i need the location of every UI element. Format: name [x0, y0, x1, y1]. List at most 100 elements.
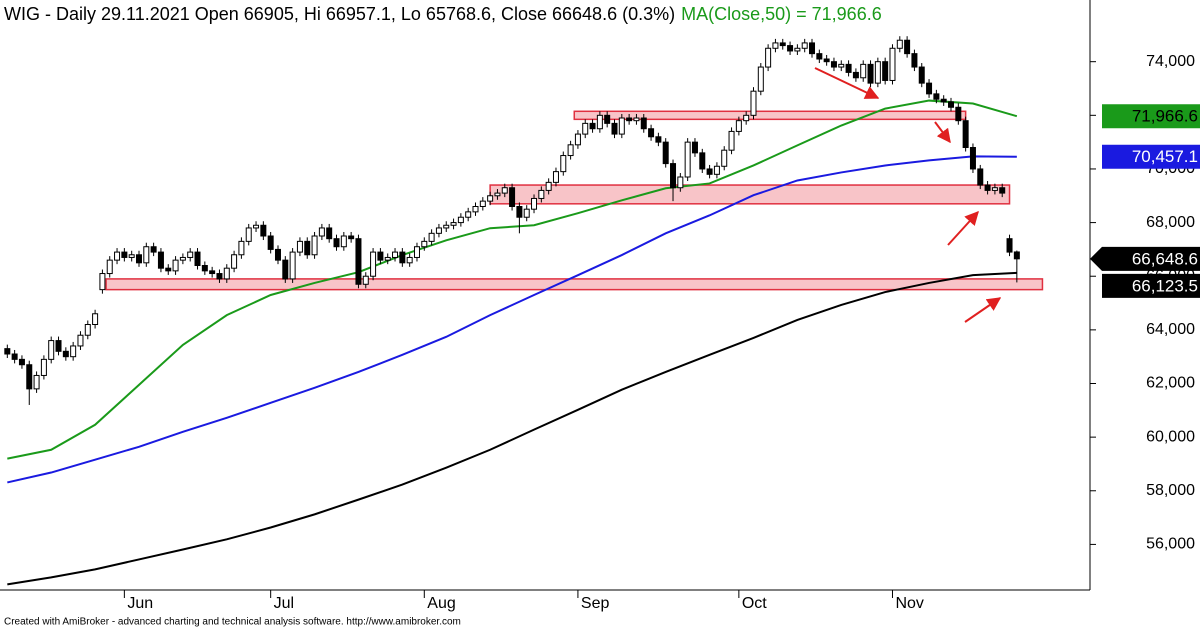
candle-body	[611, 122, 618, 135]
candle-body	[699, 152, 706, 170]
candle-body	[662, 141, 669, 165]
candle-body	[531, 197, 538, 210]
candle-body	[874, 61, 881, 84]
candle-body	[830, 61, 837, 68]
candle-body	[274, 248, 281, 261]
candle-body	[940, 98, 947, 103]
arrow	[934, 121, 951, 144]
candle-body	[392, 251, 399, 258]
candle-body	[413, 246, 420, 258]
ma-lines	[7, 99, 1018, 586]
candle-body	[296, 240, 303, 253]
candle-body	[165, 267, 172, 272]
candle-body	[18, 358, 25, 366]
candle-body	[626, 117, 633, 122]
candle-body	[984, 184, 991, 191]
candle-body	[333, 238, 340, 248]
x-tick-label: Aug	[427, 595, 455, 612]
candle-body	[955, 106, 962, 122]
price-label: 71,966.6	[1132, 107, 1198, 126]
candle-body	[11, 353, 18, 360]
price-label: 66,648.6	[1132, 249, 1198, 268]
candle-body	[743, 114, 750, 122]
candle-body	[648, 128, 655, 138]
candle-body	[370, 251, 377, 277]
candle-body	[706, 168, 713, 175]
candle-body	[157, 251, 164, 269]
candle-body	[757, 66, 764, 92]
candle-body	[552, 171, 559, 183]
candle-body	[450, 222, 457, 226]
candle-body	[223, 267, 230, 280]
candle-body	[889, 47, 896, 81]
candle-body	[545, 181, 552, 191]
candle-body	[377, 251, 384, 261]
candle-body	[443, 224, 450, 229]
candle-body	[128, 254, 135, 258]
x-tick-label: Nov	[895, 595, 923, 612]
candle-body	[421, 240, 428, 248]
candle-body	[574, 133, 581, 146]
candle-body	[428, 232, 435, 242]
ma-line	[7, 99, 1018, 460]
candle-body	[918, 66, 925, 84]
price-label: 70,457.1	[1132, 147, 1198, 166]
candle-body	[33, 374, 40, 390]
candle-body	[494, 192, 501, 197]
y-tick-label: 68,000	[1146, 214, 1195, 231]
candle-body	[618, 117, 625, 135]
candle-body	[721, 149, 728, 167]
ma-line	[7, 155, 1017, 484]
candle-body	[882, 61, 889, 81]
candle-body	[457, 216, 464, 224]
candle-body	[62, 350, 69, 358]
candle-body	[604, 114, 611, 124]
candle-body	[355, 238, 362, 285]
candle-body	[143, 246, 150, 264]
candle-body	[318, 227, 325, 237]
candle-body	[479, 200, 486, 208]
candle-body	[231, 254, 238, 269]
candle-body	[472, 206, 479, 213]
candle-body	[150, 246, 157, 253]
candle-body	[289, 251, 296, 280]
chart-subtitle: MA(Close,50) = 71,966.6	[681, 4, 882, 24]
support-zone	[573, 110, 967, 121]
candle-body	[589, 122, 596, 130]
candle-body	[348, 235, 355, 240]
candle-body	[867, 63, 874, 84]
candle-body	[201, 265, 208, 272]
price-label-box	[1090, 246, 1200, 271]
candle-body	[523, 208, 530, 218]
candle-body	[735, 120, 742, 132]
price-label-box	[1102, 104, 1200, 129]
price-label-box	[1102, 144, 1200, 169]
arrow	[964, 297, 1002, 323]
candle-body	[179, 256, 186, 261]
candle-body	[55, 340, 62, 352]
candle-body	[311, 235, 318, 256]
ma-line	[7, 271, 1017, 586]
candle-body	[567, 144, 574, 157]
x-tick-label: Sep	[581, 595, 610, 612]
candle-body	[999, 187, 1006, 194]
candle-body	[114, 251, 121, 261]
candle-body	[282, 259, 289, 280]
candle-body	[933, 93, 940, 100]
candle-body	[406, 256, 413, 264]
candle-body	[538, 189, 545, 199]
candle-body	[238, 240, 245, 256]
candle-body	[991, 187, 998, 191]
price-labels: 71,966.6 70,457.1 66,648.6 66,123.5	[1090, 104, 1200, 298]
candle-body	[1013, 251, 1020, 260]
candle-body	[121, 251, 128, 258]
candle-body	[304, 240, 311, 256]
candle-body	[684, 141, 691, 178]
candle-body	[209, 270, 216, 275]
x-tick-label: Jul	[274, 595, 294, 612]
candle-body	[340, 235, 347, 248]
candle-body	[326, 227, 333, 240]
candle-body	[4, 348, 11, 355]
